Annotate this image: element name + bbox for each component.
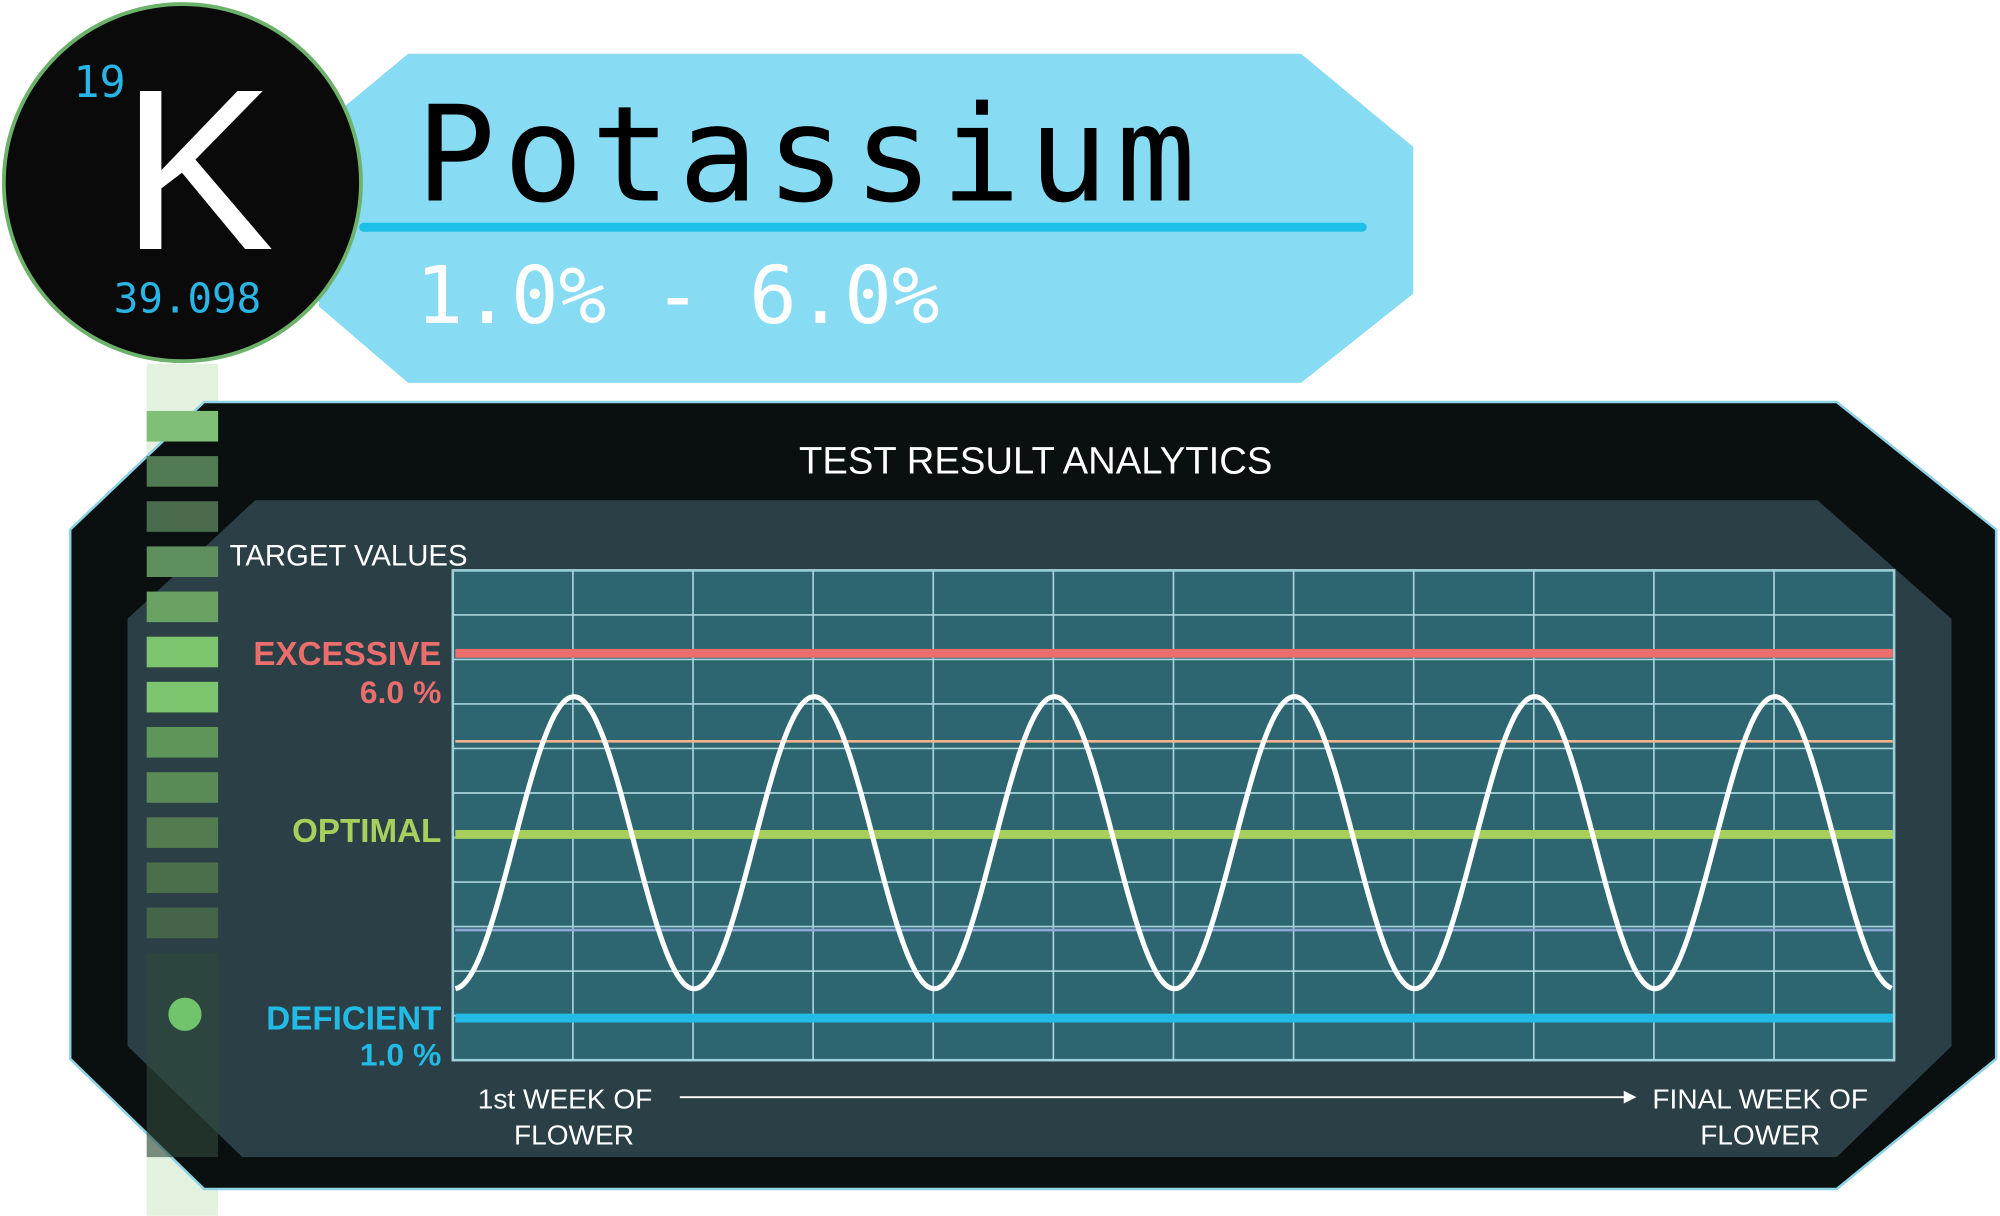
level-bar: [146, 546, 219, 578]
x-end: FINAL WEEK OF: [1652, 1084, 1868, 1115]
element-name: Potassium: [416, 78, 1204, 232]
level-bars: [146, 410, 219, 939]
level-value: 1.0 %: [360, 1036, 442, 1072]
atomic-number: 19: [73, 58, 125, 108]
level-bar: [146, 681, 219, 713]
level-bar: [146, 410, 219, 442]
level-label: EXCESSIVE: [253, 636, 441, 673]
x-end: FLOWER: [1700, 1119, 1820, 1150]
level-label: DEFICIENT: [266, 1001, 441, 1038]
level-bar: [146, 772, 219, 803]
element-symbol: K: [121, 41, 274, 298]
header-band: [318, 53, 1414, 383]
level-label: OPTIMAL: [292, 813, 441, 850]
x-start: FLOWER: [514, 1119, 634, 1150]
indicator-dot: [168, 997, 202, 1031]
panel-title: TEST RESULT ANALYTICS: [799, 439, 1272, 482]
element-badge: [1, 2, 363, 364]
side-strip-lower: [146, 953, 219, 1158]
target-label: TARGET VALUES: [230, 539, 468, 572]
level-bar: [146, 862, 219, 894]
level-bar: [146, 456, 219, 487]
element-range: 1.0% - 6.0%: [416, 250, 940, 342]
level-bar: [146, 636, 219, 668]
level-bar: [146, 817, 219, 848]
x-start: 1st WEEK OF: [478, 1084, 653, 1115]
level-bar: [146, 591, 219, 623]
level-bar: [146, 907, 219, 939]
wave: [454, 694, 1893, 992]
atomic-mass: 39.098: [114, 275, 261, 323]
level-value: 6.0 %: [360, 674, 442, 710]
arrow-head: [1623, 1090, 1637, 1104]
level-bar: [146, 501, 219, 532]
level-bar: [146, 727, 219, 758]
